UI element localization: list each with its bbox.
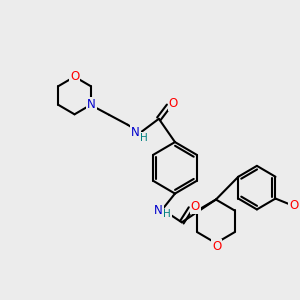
Text: O: O xyxy=(191,200,200,213)
Text: N: N xyxy=(87,98,96,111)
Text: N: N xyxy=(131,126,140,139)
Text: O: O xyxy=(212,240,221,253)
Text: H: H xyxy=(163,209,171,219)
Text: O: O xyxy=(290,199,298,212)
Text: O: O xyxy=(169,98,178,110)
Text: N: N xyxy=(154,204,163,217)
Text: O: O xyxy=(70,70,79,83)
Text: H: H xyxy=(140,133,148,142)
